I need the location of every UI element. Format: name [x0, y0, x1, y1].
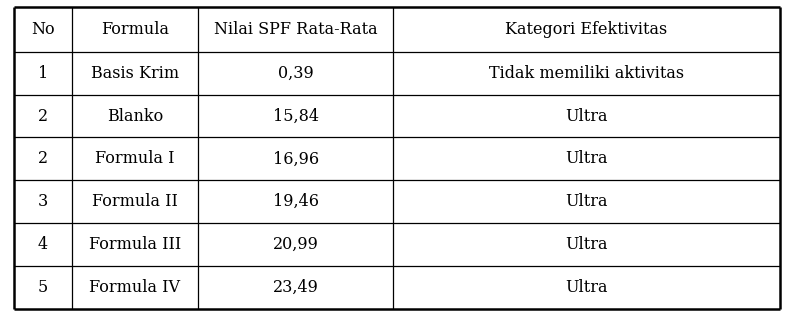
Text: 23,49: 23,49 — [272, 279, 318, 296]
Text: Tidak memiliki aktivitas: Tidak memiliki aktivitas — [489, 64, 684, 82]
Text: Formula II: Formula II — [92, 193, 178, 210]
Text: Formula III: Formula III — [89, 236, 181, 253]
Text: Nilai SPF Rata-Rata: Nilai SPF Rata-Rata — [214, 21, 377, 38]
Text: 4: 4 — [38, 236, 48, 253]
Text: 1: 1 — [38, 64, 48, 82]
Text: 3: 3 — [38, 193, 48, 210]
Text: 15,84: 15,84 — [272, 107, 318, 125]
Text: 0,39: 0,39 — [278, 64, 314, 82]
Text: 2: 2 — [38, 150, 48, 167]
Text: Kategori Efektivitas: Kategori Efektivitas — [505, 21, 668, 38]
Text: 2: 2 — [38, 107, 48, 125]
Text: Ultra: Ultra — [565, 107, 607, 125]
Text: 20,99: 20,99 — [272, 236, 318, 253]
Text: Blanko: Blanko — [106, 107, 163, 125]
Text: Formula I: Formula I — [95, 150, 175, 167]
Text: No: No — [31, 21, 55, 38]
Text: Ultra: Ultra — [565, 236, 607, 253]
Text: Ultra: Ultra — [565, 279, 607, 296]
Text: 16,96: 16,96 — [272, 150, 318, 167]
Text: Basis Krim: Basis Krim — [91, 64, 179, 82]
Text: Formula: Formula — [101, 21, 169, 38]
Text: Formula IV: Formula IV — [90, 279, 180, 296]
Text: 5: 5 — [38, 279, 48, 296]
Text: 19,46: 19,46 — [272, 193, 318, 210]
Text: Ultra: Ultra — [565, 150, 607, 167]
Text: Ultra: Ultra — [565, 193, 607, 210]
